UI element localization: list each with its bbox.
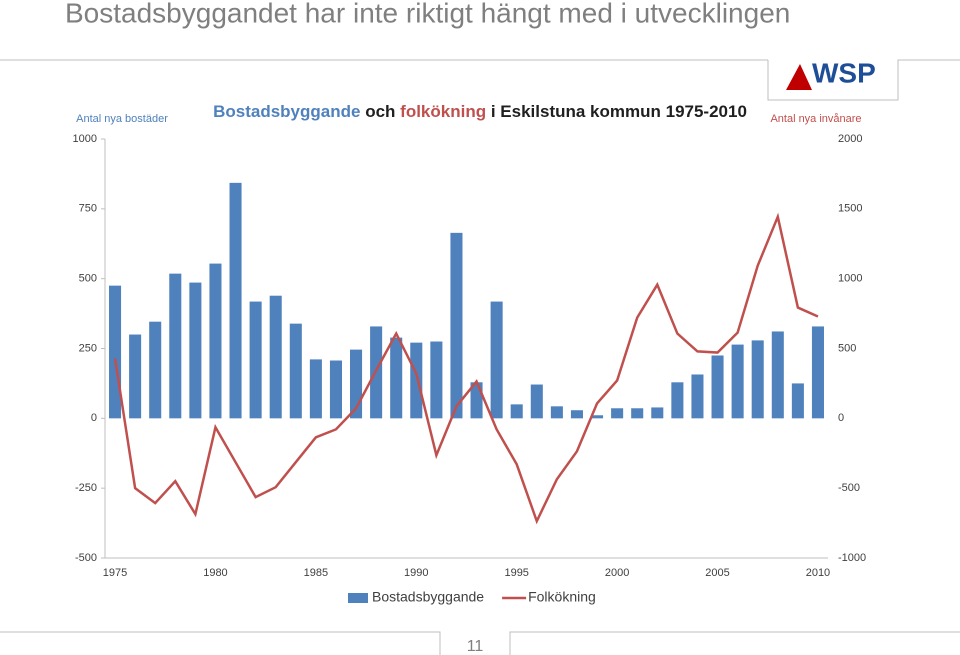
- bar: [530, 384, 543, 419]
- bar: [591, 415, 604, 419]
- x-tick-label: 2000: [605, 567, 629, 579]
- bar: [771, 331, 784, 419]
- footer-frame: [0, 631, 960, 655]
- bar: [671, 382, 684, 419]
- bar: [329, 360, 342, 419]
- chart-title-part: folkökning: [400, 102, 487, 121]
- bar: [570, 410, 583, 419]
- bar: [410, 342, 423, 419]
- y2-tick-label: 1000: [838, 273, 862, 285]
- legend-label: Bostadsbyggande: [372, 589, 484, 605]
- y-tick-label: -250: [75, 482, 97, 494]
- bar: [711, 355, 724, 419]
- bar: [490, 301, 503, 419]
- bar: [390, 337, 403, 419]
- x-tick-label: 1995: [504, 567, 528, 579]
- y2-tick-label: 2000: [838, 133, 862, 145]
- x-tick-label: 2005: [705, 567, 729, 579]
- bar: [149, 321, 162, 419]
- y2-tick-label: 0: [838, 412, 844, 424]
- y-tick-label: 500: [79, 273, 97, 285]
- y-tick-label: 1000: [73, 133, 97, 145]
- bar: [209, 263, 222, 419]
- y2-tick-label: -1000: [838, 552, 866, 564]
- bar: [691, 374, 704, 419]
- legend-swatch: [348, 593, 368, 603]
- chart-title: Bostadsbyggande och folkökning i Eskilst…: [120, 102, 840, 122]
- bar: [791, 383, 804, 419]
- y2-axis-label: Antal nya invånare: [770, 113, 861, 125]
- y-tick-label: 750: [79, 203, 97, 215]
- bar: [510, 404, 523, 419]
- bar: [450, 232, 463, 419]
- bar: [249, 301, 262, 419]
- bar: [751, 340, 764, 419]
- bar: [550, 406, 563, 419]
- x-tick-label: 1975: [103, 567, 127, 579]
- legend-label: Folkökning: [528, 589, 596, 605]
- y-axis-label: Antal nya bostäder: [76, 113, 168, 125]
- logo-frame: [767, 59, 960, 101]
- bar: [229, 182, 242, 419]
- bar: [611, 408, 624, 419]
- bar: [169, 273, 182, 419]
- chart-title-part: Bostadsbyggande: [213, 102, 361, 121]
- bar: [651, 407, 664, 419]
- logo: WSP: [812, 57, 876, 88]
- bar: [109, 285, 122, 419]
- y2-tick-label: 1500: [838, 203, 862, 215]
- x-tick-label: 1990: [404, 567, 428, 579]
- bar: [731, 344, 744, 419]
- y-tick-label: 250: [79, 342, 97, 354]
- y-tick-label: -500: [75, 552, 97, 564]
- logo-icon: [786, 64, 812, 90]
- chart-title-part: i Eskilstuna kommun 1975-2010: [490, 102, 747, 121]
- x-tick-label: 1985: [304, 567, 328, 579]
- bar: [811, 326, 824, 419]
- bar: [289, 323, 302, 419]
- x-tick-label: 1980: [203, 567, 227, 579]
- chart-title-part: och: [365, 102, 396, 121]
- bar: [430, 341, 443, 419]
- x-tick-label: 2010: [806, 567, 830, 579]
- bar: [631, 408, 644, 419]
- line: [113, 212, 819, 525]
- y2-tick-label: -500: [838, 482, 860, 494]
- bar: [309, 359, 322, 419]
- y-tick-label: 0: [91, 412, 97, 424]
- y2-tick-label: 500: [838, 342, 856, 354]
- slide-title: Bostadsbyggandet har inte riktigt hängt …: [65, 0, 790, 28]
- page-number: 11: [467, 638, 484, 655]
- bar: [269, 295, 282, 419]
- bar: [129, 334, 142, 419]
- bar: [189, 282, 202, 419]
